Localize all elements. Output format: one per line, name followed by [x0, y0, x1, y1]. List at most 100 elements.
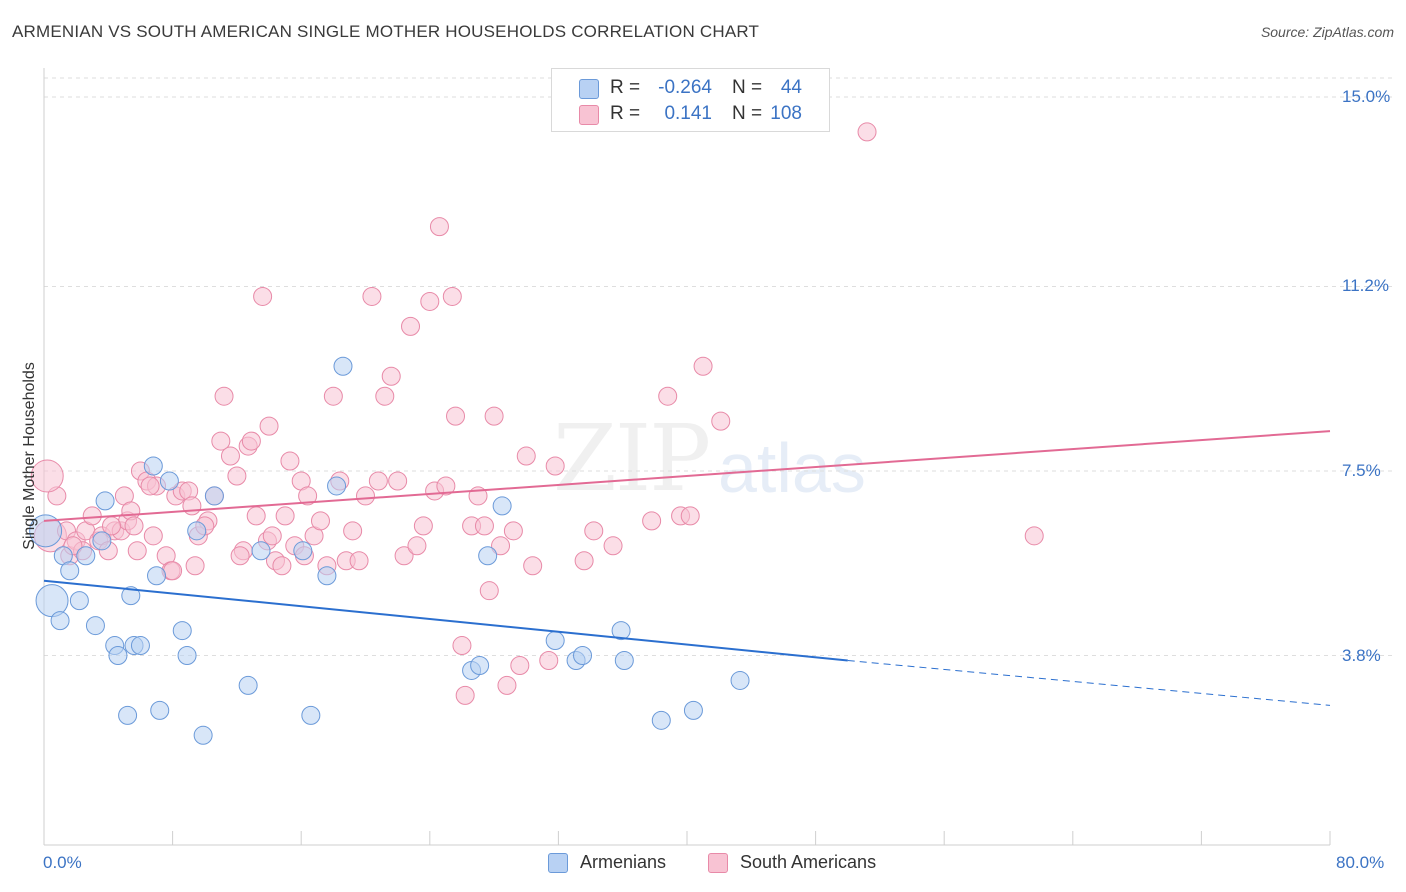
source-label: Source: ZipAtlas.com — [1260, 24, 1394, 40]
armenian-point — [611, 621, 631, 641]
armenian-point — [76, 546, 96, 566]
south-american-point — [711, 411, 731, 431]
south-american-point — [539, 650, 559, 670]
south-american-point — [230, 546, 250, 566]
south-american-point — [124, 516, 144, 536]
south-american-point — [516, 446, 536, 466]
south-american-point — [584, 521, 604, 541]
armenian-point — [50, 611, 70, 631]
stats-legend: R = -0.264 N = 44 R = 0.141 N = 108 — [551, 68, 830, 132]
armenian-point — [130, 636, 150, 656]
armenian-point — [60, 561, 80, 581]
legend-label: Armenians — [580, 852, 667, 872]
armenians-trend-extension — [847, 659, 1331, 706]
armenian-point — [177, 646, 197, 666]
south-american-point — [545, 456, 565, 476]
south-american-point — [523, 556, 543, 576]
south-american-point — [82, 506, 102, 526]
south-american-point — [368, 471, 388, 491]
y-tick-label: 15.0% — [1342, 87, 1391, 106]
armenian-point — [333, 356, 353, 376]
armenian-point — [238, 675, 258, 695]
south-american-point — [323, 386, 343, 406]
south-american-point — [857, 122, 877, 142]
armenian-point — [147, 566, 167, 586]
south-american-point — [253, 286, 273, 306]
south-american-point — [429, 217, 449, 237]
r-value: 0.141 — [664, 103, 712, 124]
south-american-point — [413, 516, 433, 536]
armenian-point — [293, 541, 313, 561]
armenian-point — [573, 646, 593, 666]
r-label: R = — [610, 103, 641, 124]
south-american-point — [484, 406, 504, 426]
n-value: 108 — [770, 103, 802, 124]
south-american-point — [574, 551, 594, 571]
x-tick-label-max: 80.0% — [1336, 853, 1385, 872]
south-american-point — [388, 471, 408, 491]
south-american-point — [182, 496, 202, 516]
south-american-point — [436, 476, 456, 496]
chart-title: ARMENIAN VS SOUTH AMERICAN SINGLE MOTHER… — [12, 22, 760, 41]
south-american-point — [394, 546, 414, 566]
armenian-point — [193, 725, 213, 745]
south-americans-legend-swatch — [708, 853, 728, 873]
south-american-point — [214, 386, 234, 406]
armenian-point — [614, 650, 634, 670]
south-american-point — [259, 416, 279, 436]
south-american-point — [680, 506, 700, 526]
y-tick-label: 3.8% — [1342, 645, 1381, 665]
south-american-point — [510, 655, 530, 675]
south-americans-swatch — [579, 105, 599, 125]
south-american-point — [185, 556, 205, 576]
r-label: R = — [610, 77, 641, 98]
armenian-point — [108, 646, 128, 666]
south-american-point — [362, 286, 382, 306]
south-american-point — [442, 286, 462, 306]
watermark-zip: ZIP — [553, 405, 711, 512]
armenian-point — [143, 456, 163, 476]
armenian-point — [478, 546, 498, 566]
south-american-point — [262, 526, 282, 546]
south-american-point — [143, 526, 163, 546]
stats-row-south-americans: R = 0.141 N = 108 — [552, 102, 829, 128]
south-american-point — [452, 636, 472, 656]
armenian-point — [85, 616, 105, 636]
south-american-point — [163, 561, 183, 581]
south-american-point — [298, 486, 318, 506]
armenians-swatch — [579, 79, 599, 99]
south-american-point — [1024, 526, 1044, 546]
y-axis-label: Single Mother Households — [21, 362, 38, 550]
south-american-point — [211, 431, 231, 451]
south-american-point — [658, 386, 678, 406]
south-american-point — [503, 521, 523, 541]
south-american-point — [491, 536, 511, 556]
south-american-point — [275, 506, 295, 526]
south-american-point — [446, 406, 466, 426]
armenian-point — [121, 586, 141, 606]
armenian-point — [150, 700, 170, 720]
armenian-point — [545, 631, 565, 651]
south-american-point — [343, 521, 363, 541]
south-american-point — [693, 356, 713, 376]
south-american-point — [381, 366, 401, 386]
armenian-point — [187, 521, 207, 541]
armenian-point — [172, 621, 192, 641]
south-american-point — [280, 451, 300, 471]
armenian-point — [251, 541, 271, 561]
south-american-point — [642, 511, 662, 531]
armenian-point — [29, 514, 63, 548]
armenian-point — [95, 491, 115, 511]
armenian-point — [492, 496, 512, 516]
armenian-point — [69, 591, 89, 611]
armenian-point — [683, 700, 703, 720]
armenian-point — [730, 670, 750, 690]
armenians-trend-line — [43, 579, 848, 662]
legend-label: South Americans — [740, 852, 877, 872]
south-american-point — [349, 551, 369, 571]
south-american-point — [220, 446, 240, 466]
y-tick-label: 7.5% — [1342, 461, 1381, 480]
armenian-point — [92, 531, 112, 551]
south-american-point — [310, 511, 330, 531]
south-americans-trend-line — [43, 430, 1331, 522]
